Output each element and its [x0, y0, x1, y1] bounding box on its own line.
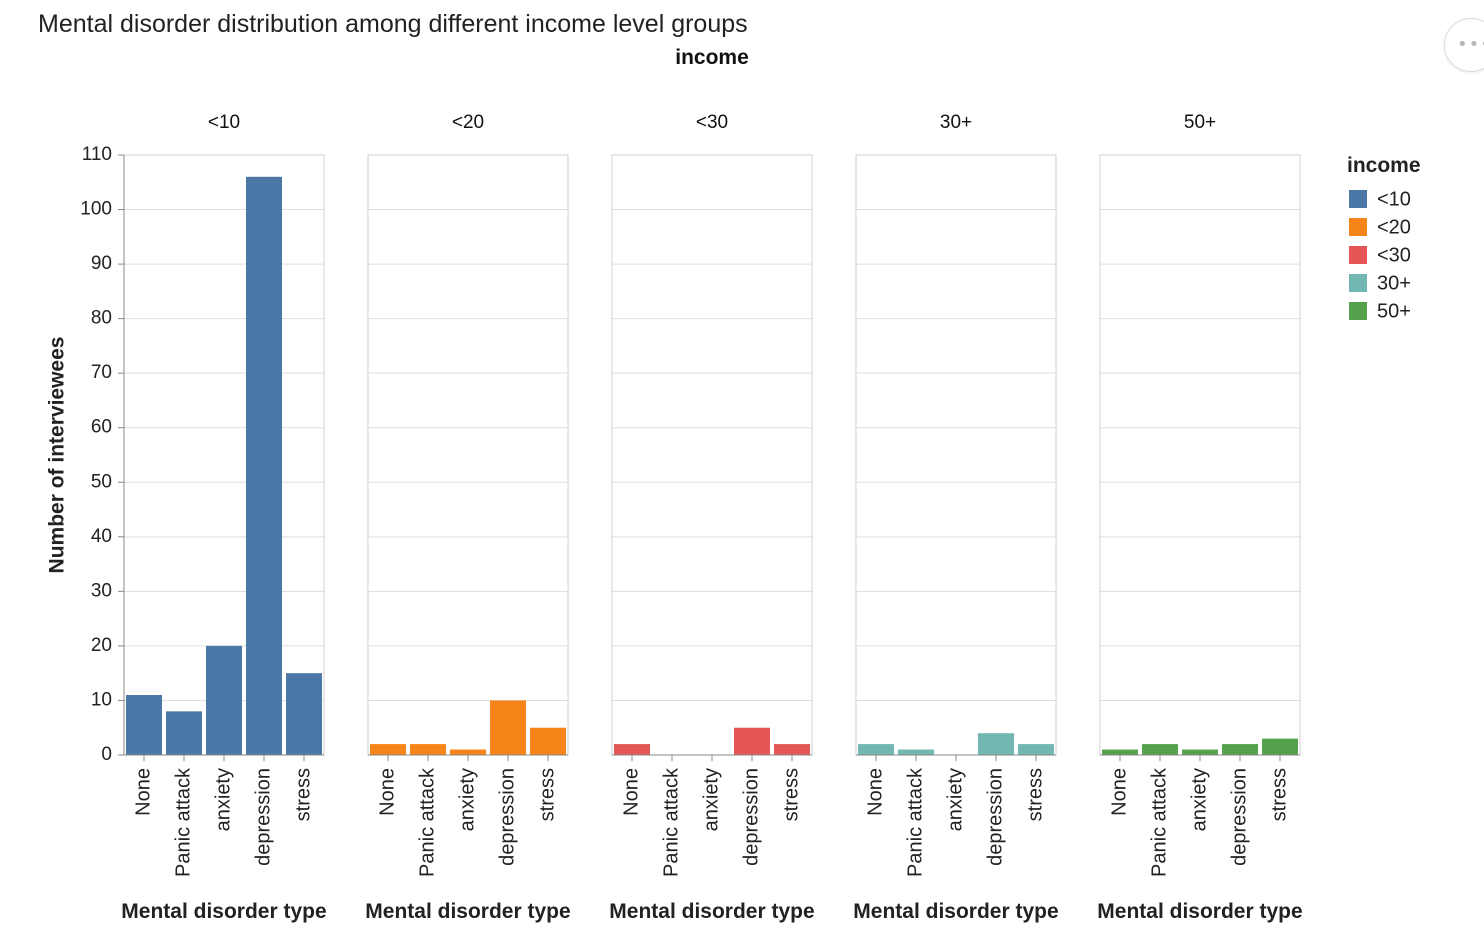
x-axis-title: Mental disorder type [1097, 900, 1302, 923]
y-tick-label: 70 [91, 362, 112, 383]
y-tick-label: 90 [91, 253, 112, 274]
chart-actions-button[interactable]: ••• [1444, 18, 1484, 72]
bar [126, 695, 162, 755]
bar [898, 749, 934, 755]
x-tick-label: depression [1228, 768, 1250, 866]
legend-swatch [1349, 274, 1367, 292]
bar [1222, 744, 1258, 755]
x-tick-label: stress [292, 768, 314, 821]
x-axis-title: Mental disorder type [609, 900, 814, 923]
bar [1182, 749, 1218, 755]
facet-label: <30 [696, 112, 728, 133]
x-tick-label: anxiety [700, 768, 722, 831]
legend-swatch [1349, 218, 1367, 236]
y-tick-label: 110 [82, 144, 112, 165]
facet-label: 30+ [940, 112, 972, 133]
facet-header: income [675, 46, 749, 69]
bar [774, 744, 810, 755]
x-tick-label: None [1108, 768, 1130, 816]
legend-label: <10 [1377, 188, 1411, 210]
x-tick-label: Panic attack [660, 767, 682, 877]
x-tick-label: None [132, 768, 154, 816]
legend-label: <20 [1377, 216, 1411, 238]
x-tick-label: stress [536, 768, 558, 821]
y-tick-label: 20 [91, 635, 112, 656]
bar [530, 727, 566, 755]
x-tick-label: None [376, 768, 398, 816]
panel-frame [367, 154, 569, 756]
y-tick-label: 30 [91, 580, 112, 601]
bar [1018, 744, 1054, 755]
bar [1102, 749, 1138, 755]
x-tick-label: Panic attack [904, 767, 926, 877]
facet-label: 50+ [1184, 112, 1216, 133]
x-axis-title: Mental disorder type [121, 900, 326, 923]
x-tick-label: depression [252, 768, 274, 866]
bar [370, 744, 406, 755]
bar [1262, 738, 1298, 755]
x-tick-label: anxiety [456, 768, 478, 831]
facet-label: <10 [208, 112, 240, 133]
x-axis-title: Mental disorder type [853, 900, 1058, 923]
bar [450, 749, 486, 755]
ellipsis-icon: ••• [1457, 34, 1484, 55]
y-tick-label: 80 [91, 308, 112, 329]
y-tick-label: 50 [91, 471, 112, 492]
legend-swatch [1349, 246, 1367, 264]
x-tick-label: anxiety [212, 768, 234, 831]
x-tick-label: stress [1024, 768, 1046, 821]
legend-label: <30 [1377, 244, 1411, 266]
bar [490, 700, 526, 755]
legend-title: income [1347, 154, 1421, 177]
bar [978, 733, 1014, 755]
x-tick-label: stress [1268, 768, 1290, 821]
y-tick-label: 60 [91, 417, 112, 438]
bar [286, 673, 322, 755]
legend-label: 50+ [1377, 300, 1411, 322]
x-tick-label: Panic attack [172, 767, 194, 877]
bar [614, 744, 650, 755]
legend-label: 30+ [1377, 272, 1411, 294]
x-tick-label: Panic attack [416, 767, 438, 877]
x-tick-label: depression [496, 768, 518, 866]
chart-title: Mental disorder distribution among diffe… [38, 10, 748, 38]
x-tick-label: depression [740, 768, 762, 866]
bar [858, 744, 894, 755]
y-tick-label: 40 [91, 526, 112, 547]
facet-label: <20 [452, 112, 484, 133]
x-tick-label: anxiety [944, 768, 966, 831]
y-tick-label: 100 [80, 199, 112, 220]
bar [410, 744, 446, 755]
x-tick-label: None [620, 768, 642, 816]
panel-frame [855, 154, 1057, 756]
y-tick-label: 10 [91, 689, 112, 710]
bar [1142, 744, 1178, 755]
bar [166, 711, 202, 755]
x-axis-title: Mental disorder type [365, 900, 570, 923]
x-tick-label: stress [780, 768, 802, 821]
bar [246, 176, 282, 755]
bar [206, 645, 242, 755]
y-tick-label: 0 [101, 744, 112, 765]
panel-frame [611, 154, 813, 756]
x-tick-label: depression [984, 768, 1006, 866]
x-tick-label: None [864, 768, 886, 816]
bar [734, 727, 770, 755]
legend-swatch [1349, 190, 1367, 208]
x-tick-label: Panic attack [1148, 767, 1170, 877]
y-axis-title: Number of interviewees [46, 337, 69, 574]
panel-frame [1099, 154, 1301, 756]
legend-swatch [1349, 302, 1367, 320]
x-tick-label: anxiety [1188, 768, 1210, 831]
